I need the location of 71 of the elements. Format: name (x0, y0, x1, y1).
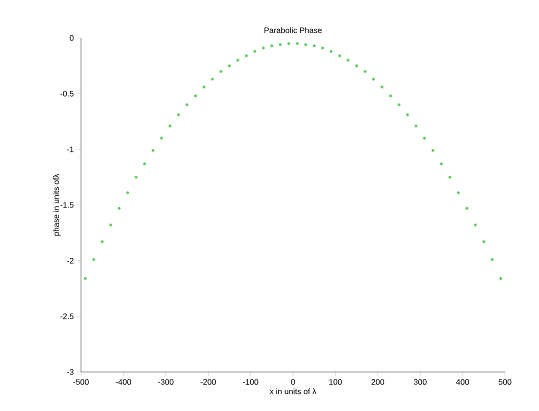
point (152, 148, 155, 152)
y-tick-label: -2.5 (60, 313, 74, 320)
x-tick-label: -300 (158, 379, 174, 385)
x-tick-label: -200 (200, 379, 216, 385)
point (406, 113, 409, 116)
point (100, 240, 104, 244)
point (372, 78, 376, 81)
point (474, 224, 477, 227)
point (228, 64, 231, 68)
point (414, 124, 418, 128)
y-tick-label: -2 (67, 258, 74, 264)
point (109, 224, 112, 227)
point (143, 162, 146, 166)
point (422, 136, 426, 140)
point (126, 191, 130, 194)
point (244, 54, 248, 58)
point (262, 46, 265, 50)
point (330, 50, 333, 53)
point (202, 85, 206, 88)
point (186, 103, 188, 106)
point (194, 94, 197, 98)
point (456, 191, 460, 194)
x-tick-label: -400 (116, 379, 132, 385)
chart-title: Parabolic Phase (264, 27, 322, 34)
point (312, 44, 316, 48)
point (296, 42, 299, 46)
point (270, 44, 274, 48)
point (499, 276, 502, 280)
x-tick-label: -100 (242, 379, 258, 385)
point (177, 113, 180, 116)
point (134, 176, 138, 179)
x-tick-label: -500 (73, 379, 89, 385)
point (364, 70, 367, 73)
point (210, 78, 214, 81)
point (278, 43, 282, 46)
point (380, 85, 384, 88)
point (355, 64, 358, 68)
point (236, 58, 240, 62)
point (168, 124, 172, 128)
point (84, 276, 87, 280)
y-axis-title: phase in units ofλ (53, 174, 61, 236)
point (321, 46, 324, 50)
point (219, 70, 222, 73)
x-tick-label: 200 (372, 379, 384, 385)
point (465, 206, 468, 210)
y-tick-label: -3 (67, 369, 74, 375)
point (440, 162, 443, 166)
x-axis-title: x in units of λ (270, 388, 316, 394)
point (397, 103, 400, 106)
x-tick-label: 100 (329, 379, 342, 385)
y-tick-label: 0 (70, 35, 74, 41)
point (92, 258, 96, 262)
point (490, 258, 494, 262)
point (338, 54, 342, 58)
point (118, 206, 121, 210)
point (160, 136, 164, 140)
x-tick-label: 0 (291, 379, 295, 385)
point (253, 50, 256, 53)
point (287, 42, 290, 46)
point (448, 176, 452, 179)
point (389, 94, 392, 98)
point (304, 43, 308, 46)
y-tick-label: -0.5 (60, 90, 74, 96)
point (482, 240, 486, 244)
x-tick-label: 400 (456, 379, 469, 385)
x-tick-label: 300 (414, 379, 427, 385)
point (346, 58, 350, 62)
y-tick-label: -1 (67, 146, 74, 152)
y-tick-label: -1.5 (60, 202, 74, 208)
point (431, 148, 434, 152)
x-tick-label: 500 (498, 379, 512, 385)
